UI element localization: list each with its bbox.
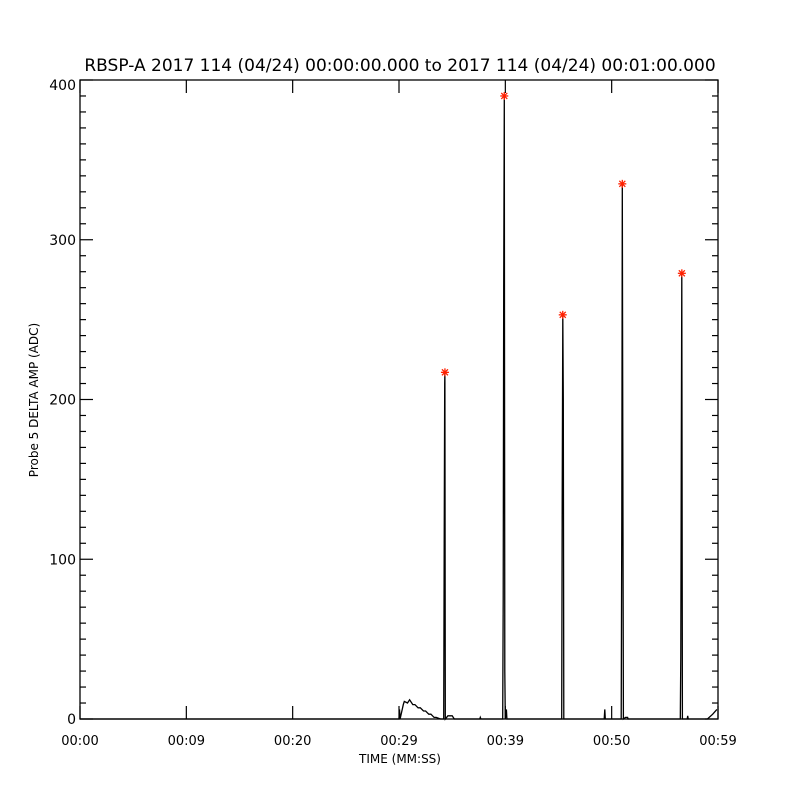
peak-marker bbox=[677, 269, 686, 278]
peak-marker bbox=[618, 179, 627, 188]
data-trace bbox=[80, 95, 718, 721]
x-tick-label: 00:00 bbox=[61, 734, 98, 749]
peak-marker-stroke bbox=[678, 269, 686, 277]
x-tick-label: 00:09 bbox=[168, 734, 205, 749]
y-tick-label: 0 bbox=[67, 712, 76, 728]
tick-labels: 0 100 200 300 400 00:00 00:09 00:20 00:29 00:39 00… bbox=[49, 78, 736, 749]
peak-markers bbox=[440, 91, 686, 377]
x-tick-label: 00:20 bbox=[274, 734, 311, 749]
peak-marker-stroke bbox=[618, 180, 626, 188]
y-tick-label: 400 bbox=[49, 78, 76, 94]
peak-marker-stroke bbox=[559, 311, 567, 319]
peak-marker-stroke bbox=[441, 368, 449, 376]
x-tick-label: 00:39 bbox=[487, 734, 524, 749]
x-tick-label: 00:29 bbox=[380, 734, 417, 749]
y-axis-label: Probe 5 DELTA AMP (ADC) bbox=[27, 323, 41, 477]
y-tick-label: 300 bbox=[49, 233, 76, 249]
x-tick-label: 00:59 bbox=[699, 734, 736, 749]
y-tick-label: 100 bbox=[49, 552, 76, 568]
y-tick-label: 200 bbox=[49, 393, 76, 409]
peak-marker-stroke bbox=[500, 92, 508, 100]
chart-title: RBSP-A 2017 114 (04/24) 00:00:00.000 to … bbox=[84, 56, 715, 76]
peak-marker bbox=[440, 368, 449, 377]
x-axis-label: TIME (MM:SS) bbox=[358, 752, 441, 766]
peak-marker bbox=[558, 310, 567, 319]
peak-marker bbox=[500, 91, 509, 100]
x-tick-label: 00:50 bbox=[593, 734, 630, 749]
